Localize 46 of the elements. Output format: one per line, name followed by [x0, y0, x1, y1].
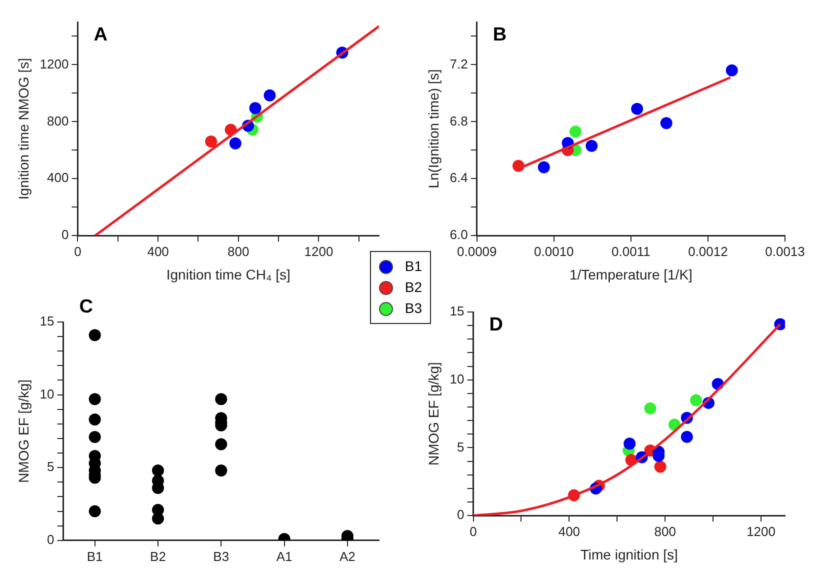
- x-tick-label: A2: [339, 548, 356, 564]
- x-tick-label: 400: [558, 524, 580, 539]
- y-tick-label: 0: [457, 507, 464, 522]
- x-tick-label: 800: [654, 524, 676, 539]
- y-tick-label: 6.0: [450, 227, 468, 242]
- x-tick-label: 0.0011: [612, 244, 650, 259]
- x-axis-title: Ignition time CH₄ [s]: [166, 266, 290, 282]
- y-tick-label: 15: [40, 314, 54, 329]
- chart-title: D: [489, 314, 503, 336]
- y-tick-label: 400: [47, 170, 69, 186]
- chart-title: A: [94, 24, 108, 46]
- x-tick-label: 0.0010: [534, 244, 574, 259]
- y-tick-label: 10: [450, 371, 464, 386]
- chart-title: B: [492, 24, 507, 46]
- x-axis-title: 1/Temperature [1/K]: [569, 266, 692, 282]
- legend-label: B2: [404, 278, 422, 297]
- y-tick-label: 15: [450, 304, 464, 319]
- y-tick-label: 1200: [40, 56, 69, 72]
- y-tick-label: 5: [47, 459, 54, 474]
- x-tick-label: 1200: [746, 524, 776, 539]
- x-axis-title: Time ignition [s]: [580, 546, 678, 562]
- legend-label: B3: [404, 299, 422, 318]
- x-tick-label: 800: [228, 244, 250, 259]
- x-tick-label: 0.0009: [456, 244, 497, 259]
- x-tick-label: 0.0013: [765, 244, 805, 259]
- legend-label: B1: [404, 257, 422, 276]
- x-tick-label: 400: [147, 244, 169, 259]
- y-axis-title: NMOG EF [g/kg]: [15, 379, 32, 483]
- x-tick-label: 0: [74, 244, 82, 259]
- y-tick-label: 6.8: [450, 113, 468, 128]
- x-tick-label: A1: [276, 548, 292, 564]
- y-tick-label: 10: [40, 386, 54, 402]
- y-tick-label: 0: [61, 227, 69, 242]
- x-tick-label: B1: [86, 548, 103, 564]
- y-axis-title: Ignition time NMOG [s]: [15, 58, 32, 200]
- y-tick-label: 5: [457, 439, 464, 454]
- x-tick-label: B2: [150, 548, 166, 564]
- y-tick-label: 7.2: [450, 56, 468, 72]
- x-tick-label: 1200: [304, 244, 334, 259]
- y-tick-label: 6.4: [450, 170, 468, 186]
- y-axis-title: NMOG EF [g/kg]: [425, 362, 442, 466]
- chart-title: C: [79, 296, 94, 318]
- y-tick-label: 800: [47, 113, 69, 128]
- y-axis-title: Ln(Ignition time) [s]: [425, 69, 442, 188]
- x-tick-label: 0.0012: [688, 244, 728, 259]
- x-tick-label: B3: [213, 548, 230, 564]
